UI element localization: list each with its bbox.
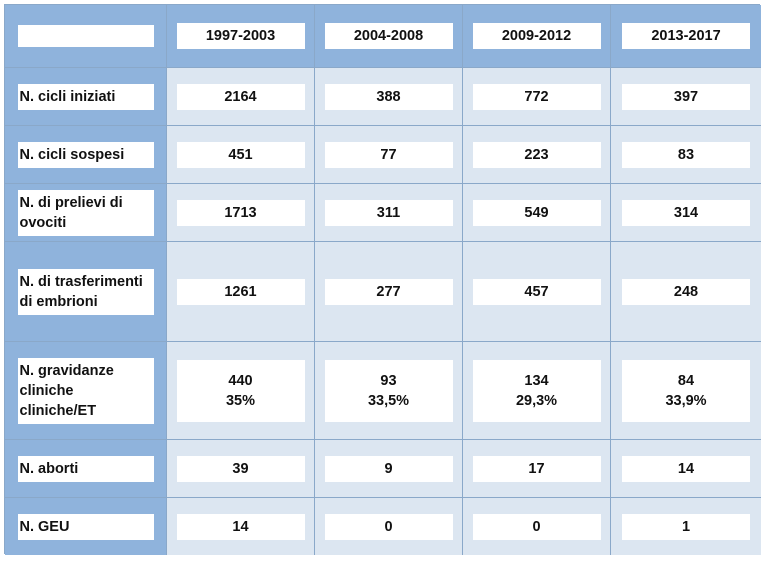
column-header-label: 1997-2003 <box>176 23 305 49</box>
data-cell: 9 <box>315 440 463 498</box>
value-box: 451 <box>176 141 305 168</box>
value-box: 311 <box>324 199 453 226</box>
value-box: 84 33,9% <box>622 359 750 422</box>
row-label-aborti: N. aborti <box>17 455 154 482</box>
value-box: 440 35% <box>176 359 305 422</box>
data-cell: 93 33,5% <box>315 342 463 440</box>
row-label-cell: N. cicli iniziati <box>5 68 167 126</box>
column-header-cell: 2009-2012 <box>463 5 611 68</box>
column-header-cell: 2004-2008 <box>315 5 463 68</box>
data-cell: 17 <box>463 440 611 498</box>
row-label-cell: N. aborti <box>5 440 167 498</box>
data-cell: 39 <box>167 440 315 498</box>
value-box: 457 <box>472 278 601 305</box>
value-box: 0 <box>472 513 601 540</box>
value-box: 1261 <box>176 278 305 305</box>
data-cell: 77 <box>315 126 463 184</box>
data-cell: 440 35% <box>167 342 315 440</box>
value-box: 248 <box>622 278 750 305</box>
row-label-prelievi-ovociti: N. di prelievi di ovociti <box>17 189 154 236</box>
row-label-cell: N. di prelievi di ovociti <box>5 184 167 242</box>
column-header-cell: 1997-2003 <box>167 5 315 68</box>
value-box: 39 <box>176 455 305 482</box>
value-box: 2164 <box>176 83 305 110</box>
value-box: 83 <box>622 141 750 168</box>
column-header-cell: 2013-2017 <box>611 5 761 68</box>
data-cell: 1713 <box>167 184 315 242</box>
data-cell: 277 <box>315 242 463 342</box>
data-cell: 457 <box>463 242 611 342</box>
row-label-cell: N. gravidanze cliniche cliniche/ET <box>5 342 167 440</box>
header-corner-box <box>17 25 154 47</box>
value-box: 14 <box>622 455 750 482</box>
value-box: 14 <box>176 513 305 540</box>
data-cell: 14 <box>167 498 315 555</box>
data-cell: 1 <box>611 498 761 555</box>
value-box: 397 <box>622 83 750 110</box>
value-box: 772 <box>472 83 601 110</box>
row-label-gravidanze-cliniche: N. gravidanze cliniche cliniche/ET <box>17 357 154 424</box>
data-cell: 388 <box>315 68 463 126</box>
data-cell: 84 33,9% <box>611 342 761 440</box>
header-corner-cell <box>5 5 167 68</box>
row-label-cell: N. cicli sospesi <box>5 126 167 184</box>
value-box: 277 <box>324 278 453 305</box>
value-box: 9 <box>324 455 453 482</box>
data-cell: 397 <box>611 68 761 126</box>
value-box: 314 <box>622 199 750 226</box>
value-box: 134 29,3% <box>472 359 601 422</box>
data-cell: 223 <box>463 126 611 184</box>
row-label-cell: N. GEU <box>5 498 167 555</box>
data-cell: 0 <box>315 498 463 555</box>
column-header-label: 2009-2012 <box>472 23 601 49</box>
data-cell: 14 <box>611 440 761 498</box>
row-label-cell: N. di trasferimenti di embrioni <box>5 242 167 342</box>
row-label-cicli-iniziati: N. cicli iniziati <box>17 83 154 110</box>
data-cell: 2164 <box>167 68 315 126</box>
data-cell: 83 <box>611 126 761 184</box>
data-cell: 549 <box>463 184 611 242</box>
data-cell: 248 <box>611 242 761 342</box>
value-box: 77 <box>324 141 453 168</box>
value-box: 223 <box>472 141 601 168</box>
ivf-statistics-table: 1997-2003 2004-2008 2009-2012 2013-2017 … <box>4 4 761 555</box>
row-label-trasferimenti-embrioni: N. di trasferimenti di embrioni <box>17 268 154 315</box>
column-header-label: 2004-2008 <box>324 23 453 49</box>
data-cell: 772 <box>463 68 611 126</box>
data-cell: 311 <box>315 184 463 242</box>
value-box: 93 33,5% <box>324 359 453 422</box>
value-box: 0 <box>324 513 453 540</box>
data-cell: 451 <box>167 126 315 184</box>
data-cell: 0 <box>463 498 611 555</box>
row-label-geu: N. GEU <box>17 513 154 540</box>
data-cell: 314 <box>611 184 761 242</box>
value-box: 549 <box>472 199 601 226</box>
value-box: 388 <box>324 83 453 110</box>
row-label-cicli-sospesi: N. cicli sospesi <box>17 141 154 168</box>
data-cell: 1261 <box>167 242 315 342</box>
column-header-label: 2013-2017 <box>622 23 750 49</box>
data-cell: 134 29,3% <box>463 342 611 440</box>
value-box: 1 <box>622 513 750 540</box>
value-box: 17 <box>472 455 601 482</box>
value-box: 1713 <box>176 199 305 226</box>
